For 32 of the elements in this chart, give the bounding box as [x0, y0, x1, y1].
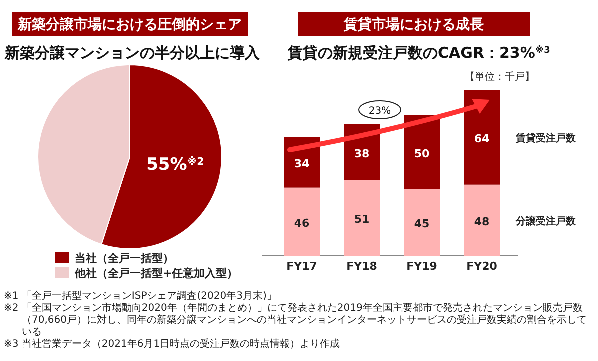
x-tick-label: FY17 [286, 260, 318, 273]
text: ※1 「全戸一括型マンションISPシェア調査(2020年3月末)」 [4, 291, 278, 302]
legend-label: 当社（全戸一括型） [75, 252, 174, 265]
bar [284, 188, 320, 256]
x-tick-label: FY20 [466, 260, 498, 273]
chart-subtitle: 新築分譲マンションの半分以上に導入 [4, 44, 261, 62]
text: ※2 「全国マンション市場動向2020年（年間のまとめ）」にて発表された2019年全国主要都市で発売されたマンション販売戸数（70,660戸）に対し、同年の新築分譲マンションへの当社マンションインターネットサービスの受注戸数実績の割合を示している [4, 303, 588, 338]
chart-title: 新築分譲市場における圧倒的シェア [17, 16, 242, 33]
chart-title: 賃貸市場における成長 [343, 16, 484, 33]
data-label: 48 [474, 215, 490, 228]
x-tick-label: FY19 [406, 260, 438, 273]
annotation: 23% [368, 106, 392, 117]
data-label: 45 [414, 218, 430, 231]
data-label: 64 [474, 132, 490, 146]
data-label: 46 [294, 216, 310, 230]
x-tick-label: FY18 [346, 260, 378, 273]
data-label: 50 [414, 147, 430, 160]
bar [404, 115, 440, 190]
legend-label: 他社（全戸一括型+任意加入型） [74, 267, 238, 280]
data-label: 55%$^{※2}$ [146, 155, 204, 176]
bar [344, 180, 380, 256]
bar [464, 184, 500, 256]
data-label: 34 [294, 158, 310, 171]
series-label: 分譲受注戸数 [515, 215, 577, 228]
bar [404, 189, 440, 256]
data-label: 38 [354, 147, 370, 160]
bar [464, 90, 500, 185]
data-label: 51 [354, 213, 370, 226]
chart-subtitle: 賃貸の新規受注戸数のCAGR：23%$^{※3}$ [287, 44, 550, 62]
text: ※3 当社営業データ（2021年6月1日時点の受注戸数の時点情報）より作成 [4, 339, 342, 351]
series-label: 賃貸受注戸数 [515, 132, 577, 144]
text: 【単位：千戸】 [465, 71, 535, 83]
